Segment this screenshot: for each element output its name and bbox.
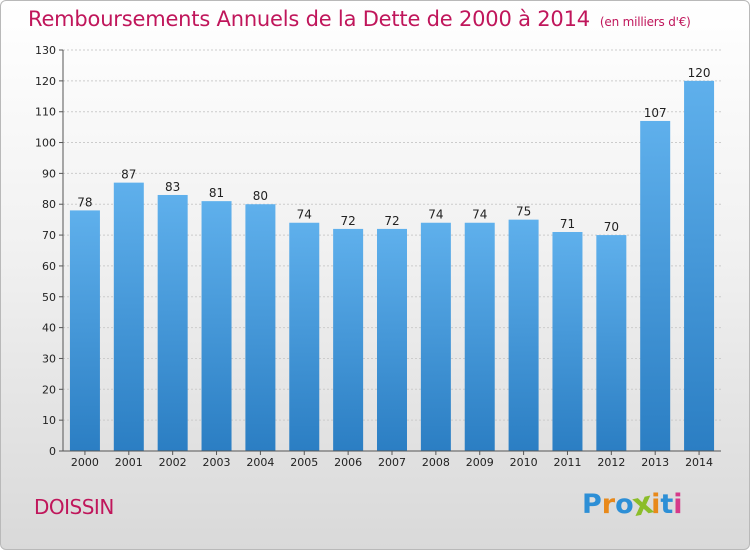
y-tick-label: 20 xyxy=(42,383,56,396)
data-label-2008: 74 xyxy=(428,208,443,222)
logo-letter: r xyxy=(601,489,616,520)
data-label-2009: 74 xyxy=(472,208,487,222)
data-label-2001: 87 xyxy=(121,168,136,182)
logo-letter: t xyxy=(660,489,674,520)
data-label-2005: 74 xyxy=(297,208,312,222)
logo-letter: i xyxy=(651,489,661,520)
x-tick-label-2012: 2012 xyxy=(597,456,625,469)
x-tick-label-2008: 2008 xyxy=(422,456,450,469)
y-tick-label: 40 xyxy=(42,322,56,335)
y-tick-label: 0 xyxy=(49,445,56,458)
bar-2002[interactable] xyxy=(157,194,188,451)
chart-title: Remboursements Annuels de la Dette de 20… xyxy=(28,7,691,31)
bar-2012[interactable] xyxy=(596,235,627,451)
chart-title-text: Remboursements Annuels de la Dette de 20… xyxy=(28,7,590,31)
x-tick-label-2002: 2002 xyxy=(159,456,187,469)
data-label-2014: 120 xyxy=(688,66,711,80)
bar-2000[interactable] xyxy=(69,210,100,451)
x-tick-label-2001: 2001 xyxy=(115,456,143,469)
commune-name: DOISSIN xyxy=(34,495,114,519)
y-tick-label: 30 xyxy=(42,352,56,365)
x-tick-label-2005: 2005 xyxy=(290,456,318,469)
x-tick-label-2013: 2013 xyxy=(641,456,669,469)
logo-letter: P xyxy=(582,489,602,520)
y-tick-label: 110 xyxy=(35,106,56,119)
bar-2011[interactable] xyxy=(552,231,583,451)
data-label-2002: 83 xyxy=(165,180,180,194)
data-label-2007: 72 xyxy=(384,214,399,228)
x-tick-label-2011: 2011 xyxy=(553,456,581,469)
data-label-2006: 72 xyxy=(340,214,355,228)
x-tick-label-2014: 2014 xyxy=(685,456,713,469)
data-label-2003: 81 xyxy=(209,186,224,200)
y-tick-label: 100 xyxy=(35,137,56,150)
chart-subtitle: (en milliers d'€) xyxy=(599,15,691,29)
bar-2007[interactable] xyxy=(377,228,407,451)
data-label-2004: 80 xyxy=(253,189,268,203)
proxiti-logo[interactable]: Proxiti xyxy=(582,485,683,524)
bar-2014[interactable] xyxy=(684,80,715,451)
x-tick-label-2003: 2003 xyxy=(203,456,231,469)
y-tick-label: 60 xyxy=(42,260,56,273)
data-label-2013: 107 xyxy=(644,106,667,120)
y-tick-label: 120 xyxy=(35,75,56,88)
bar-2010[interactable] xyxy=(508,219,539,451)
x-tick-label-2004: 2004 xyxy=(246,456,274,469)
y-tick-label: 10 xyxy=(42,414,56,427)
x-tick-label-2006: 2006 xyxy=(334,456,362,469)
data-label-2011: 71 xyxy=(560,217,575,231)
data-label-2000: 78 xyxy=(77,195,92,209)
x-tick-label-2010: 2010 xyxy=(510,456,538,469)
bar-2001[interactable] xyxy=(113,182,144,451)
y-tick-label: 80 xyxy=(42,198,56,211)
data-label-2012: 70 xyxy=(604,220,619,234)
bar-2006[interactable] xyxy=(333,228,364,451)
bar-2003[interactable] xyxy=(201,201,232,451)
bar-2004[interactable] xyxy=(245,204,276,451)
logo-letter: o xyxy=(615,489,634,520)
bar-2013[interactable] xyxy=(640,120,671,451)
bar-2005[interactable] xyxy=(289,222,320,451)
y-tick-label: 70 xyxy=(42,229,56,242)
x-tick-label-2000: 2000 xyxy=(71,456,99,469)
data-label-2010: 75 xyxy=(516,205,531,219)
logo-letter: i xyxy=(673,489,683,520)
x-tick-label-2009: 2009 xyxy=(466,456,494,469)
y-tick-label: 50 xyxy=(42,291,56,304)
x-tick-label-2007: 2007 xyxy=(378,456,406,469)
y-tick-label: 90 xyxy=(42,167,56,180)
bar-2008[interactable] xyxy=(420,222,451,451)
y-tick-label: 130 xyxy=(35,44,56,57)
bar-2009[interactable] xyxy=(464,222,495,451)
